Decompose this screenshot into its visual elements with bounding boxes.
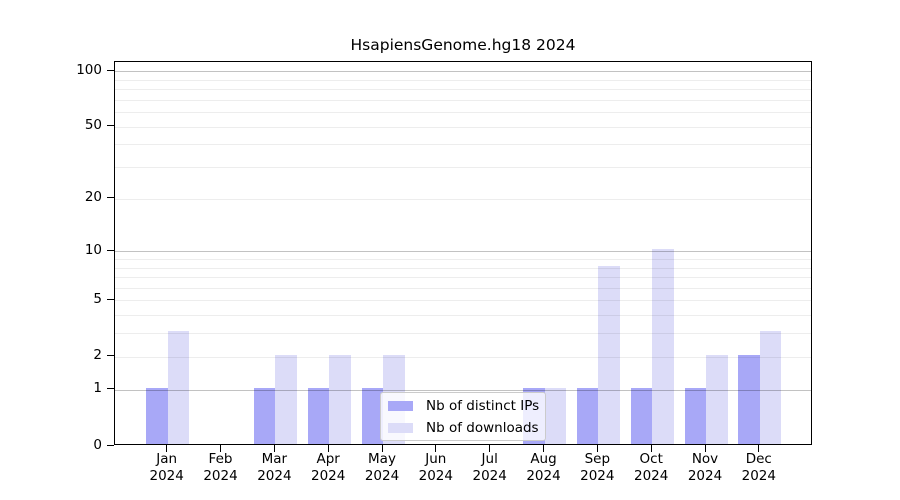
gridline-70: [115, 99, 811, 101]
legend-label-distinct-ips: Nb of distinct IPs: [426, 397, 540, 414]
y-tick-label-50: 50: [84, 117, 102, 133]
chart-title: HsapiensGenome.hg18 2024: [350, 36, 576, 54]
x-tick-feb-2024: [220, 445, 221, 452]
gridline-20: [115, 198, 811, 200]
gridline-60: [115, 112, 811, 113]
gridline-100: [115, 71, 811, 72]
x-tick-label-sep-2024: Sep 2024: [580, 451, 615, 484]
y-tick-20: [107, 197, 114, 199]
x-tick-label-jul-2024: Jul 2024: [472, 451, 507, 484]
gridline-2: [115, 356, 811, 358]
x-tick-label-may-2024: May 2024: [364, 451, 400, 484]
x-tick-apr-2024: [327, 445, 329, 452]
x-tick-mar-2024: [273, 445, 275, 452]
x-tick-label-nov-2024: Nov 2024: [687, 451, 723, 484]
legend: Nb of distinct IPs Nb of downloads: [380, 392, 546, 441]
gridline-9: [115, 258, 811, 260]
y-tick-100: [107, 69, 114, 71]
legend-label-downloads: Nb of downloads: [426, 419, 539, 436]
bar-downloads-oct-2024: [652, 249, 674, 444]
x-tick-jun-2024: [435, 445, 437, 452]
y-tick-label-2: 2: [93, 347, 102, 364]
y-tick-2: [107, 355, 114, 357]
gridline-90: [115, 79, 811, 81]
x-tick-label-feb-2024: Feb 2024: [203, 451, 238, 484]
y-tick-label-0: 0: [93, 436, 102, 453]
y-tick-5: [107, 298, 114, 300]
y-tick-label-20: 20: [84, 189, 102, 206]
bar-downloads-nov-2024: [706, 354, 728, 444]
bar-distinct-ips-jan-2024: [146, 387, 168, 444]
x-tick-label-jun-2024: Jun 2024: [418, 451, 453, 484]
bar-downloads-aug-2024: [544, 387, 566, 444]
y-tick-10: [107, 249, 114, 251]
legend-swatch-downloads: [388, 422, 413, 433]
bar-distinct-ips-oct-2024: [630, 387, 653, 444]
gridline-4: [115, 315, 811, 317]
x-tick-label-apr-2024: Apr 2024: [311, 451, 346, 484]
y-tick-1: [107, 388, 114, 390]
plot-area: Nb of distinct IPs Nb of downloads: [114, 61, 812, 445]
y-tick-label-1: 1: [93, 380, 102, 397]
gridline-6: [115, 287, 811, 289]
y-tick-label-100: 100: [76, 61, 102, 78]
gridline-5: [115, 300, 811, 302]
bar-downloads-mar-2024: [275, 354, 297, 444]
x-tick-sep-2024: [596, 445, 598, 452]
x-tick-jul-2024: [489, 445, 491, 452]
gridline-1: [115, 389, 811, 391]
gridline-40: [115, 144, 811, 146]
bar-distinct-ips-may-2024: [361, 387, 384, 444]
x-tick-aug-2024: [543, 445, 544, 452]
bar-downloads-jan-2024: [167, 331, 190, 444]
bar-distinct-ips-mar-2024: [253, 387, 276, 444]
gridline-8: [115, 267, 811, 269]
x-tick-label-aug-2024: Aug 2024: [526, 451, 561, 484]
legend-item-downloads: Nb of downloads: [388, 418, 545, 437]
bar-distinct-ips-sep-2024: [576, 387, 599, 444]
gridline-80: [115, 88, 811, 90]
x-tick-may-2024: [381, 445, 383, 452]
x-tick-oct-2024: [650, 445, 652, 452]
x-tick-jan-2024: [166, 445, 168, 452]
legend-swatch-distinct-ips: [388, 400, 413, 411]
bar-distinct-ips-nov-2024: [684, 387, 706, 444]
gridline-10: [115, 251, 811, 253]
x-tick-label-mar-2024: Mar 2024: [257, 451, 292, 484]
gridline-30: [115, 167, 811, 168]
gridline-3: [115, 333, 811, 335]
bar-distinct-ips-apr-2024: [307, 387, 330, 444]
x-tick-label-oct-2024: Oct 2024: [634, 451, 669, 484]
gridline-50: [115, 126, 811, 128]
y-tick-label-10: 10: [84, 241, 102, 258]
y-tick-50: [107, 125, 114, 126]
x-tick-dec-2024: [758, 445, 760, 452]
x-tick-nov-2024: [704, 445, 706, 452]
bar-distinct-ips-dec-2024: [738, 354, 760, 444]
bar-downloads-apr-2024: [329, 354, 351, 444]
bar-downloads-sep-2024: [598, 265, 620, 444]
gridline-7: [115, 277, 811, 278]
bar-downloads-dec-2024: [759, 331, 782, 444]
x-tick-label-dec-2024: Dec 2024: [741, 451, 776, 484]
x-tick-label-jan-2024: Jan 2024: [149, 451, 184, 484]
legend-item-distinct-ips: Nb of distinct IPs: [388, 396, 545, 415]
y-tick-label-5: 5: [93, 290, 102, 307]
y-tick-0: [107, 444, 114, 446]
